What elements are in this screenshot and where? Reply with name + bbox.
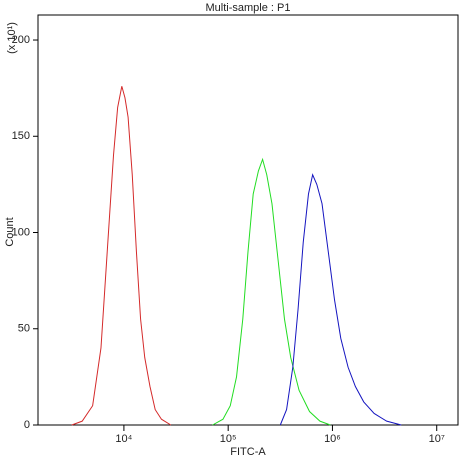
x-tick-label: 10⁵ xyxy=(220,433,237,445)
histogram-line xyxy=(279,173,402,426)
histogram-line xyxy=(212,157,331,426)
y-multiplier: (x 10¹) xyxy=(6,22,18,54)
y-tick-label: 50 xyxy=(18,323,30,335)
chart-title: Multi-sample : P1 xyxy=(206,2,291,14)
y-axis-label: Count xyxy=(4,217,16,246)
x-tick-label: 10⁷ xyxy=(429,433,445,445)
y-tick-label: 150 xyxy=(12,130,30,142)
plot-frame xyxy=(37,14,459,426)
histogram-line xyxy=(71,86,172,426)
x-tick-label: 10⁶ xyxy=(324,433,341,445)
y-tick-label: 200 xyxy=(12,34,30,46)
x-axis-label: FITC-A xyxy=(230,446,266,458)
y-tick-label: 100 xyxy=(12,226,30,238)
y-tick-label: 0 xyxy=(24,419,30,431)
x-tick-label: 10⁴ xyxy=(115,433,132,445)
